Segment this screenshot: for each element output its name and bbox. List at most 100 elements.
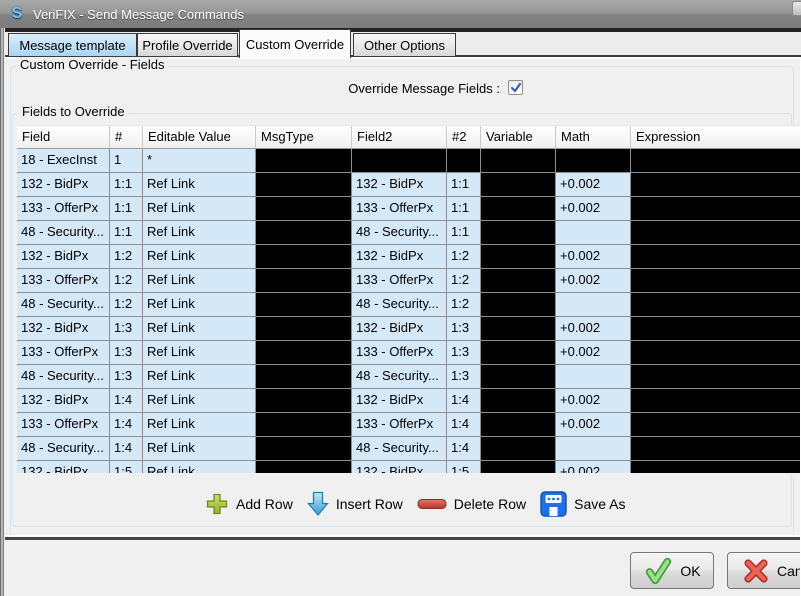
table-cell[interactable]: 1:1 [110, 173, 143, 197]
table-cell[interactable]: 48 - Security... [352, 293, 447, 317]
table-cell[interactable]: 132 - BidPx [352, 173, 447, 197]
table-cell[interactable]: Ref Link [143, 317, 256, 341]
table-cell[interactable]: 48 - Security... [17, 437, 110, 461]
table-cell[interactable]: 132 - BidPx [352, 245, 447, 269]
table-cell[interactable]: Ref Link [143, 173, 256, 197]
table-cell[interactable]: 133 - OfferPx [17, 269, 110, 293]
table-cell[interactable]: 133 - OfferPx [352, 197, 447, 221]
table-cell[interactable]: Ref Link [143, 293, 256, 317]
table-cell[interactable] [631, 389, 801, 413]
table-cell[interactable]: +0.002 [556, 173, 631, 197]
column-header-field[interactable]: Field [17, 126, 110, 149]
table-cell[interactable]: Ref Link [143, 365, 256, 389]
table-cell[interactable]: 132 - BidPx [352, 461, 447, 473]
table-cell[interactable] [256, 365, 352, 389]
table-cell[interactable]: 1:4 [447, 437, 481, 461]
table-cell[interactable]: 132 - BidPx [17, 245, 110, 269]
table-cell[interactable]: 132 - BidPx [17, 317, 110, 341]
table-cell[interactable] [256, 149, 352, 173]
window-controls-edge[interactable] [792, 1, 801, 16]
column-header-field2[interactable]: Field2 [352, 126, 447, 149]
table-cell[interactable]: +0.002 [556, 197, 631, 221]
table-cell[interactable]: 1 [110, 149, 143, 173]
table-cell[interactable] [631, 461, 801, 473]
table-cell[interactable] [256, 269, 352, 293]
table-cell[interactable]: +0.002 [556, 341, 631, 365]
table-cell[interactable]: 1:2 [447, 293, 481, 317]
table-cell[interactable] [481, 293, 556, 317]
table-cell[interactable]: 1:1 [110, 221, 143, 245]
table-cell[interactable] [481, 461, 556, 473]
table-cell[interactable]: 133 - OfferPx [17, 197, 110, 221]
table-cell[interactable]: 1:2 [447, 269, 481, 293]
table-cell[interactable] [631, 269, 801, 293]
table-cell[interactable]: 132 - BidPx [17, 389, 110, 413]
window-left-border[interactable] [0, 28, 5, 596]
insert-row-button[interactable]: Insert Row [306, 491, 403, 517]
table-cell[interactable] [481, 389, 556, 413]
table-cell[interactable] [481, 437, 556, 461]
save-as-button[interactable]: Save As [540, 491, 625, 517]
table-cell[interactable]: 133 - OfferPx [352, 413, 447, 437]
table-cell[interactable]: 1:1 [447, 221, 481, 245]
table-cell[interactable]: 1:1 [447, 197, 481, 221]
tab-message-template[interactable]: Message template [8, 33, 137, 56]
table-cell[interactable] [481, 149, 556, 173]
table-cell[interactable] [481, 197, 556, 221]
table-cell[interactable] [481, 317, 556, 341]
table-cell[interactable]: 1:1 [447, 173, 481, 197]
tab-other-options[interactable]: Other Options [353, 33, 456, 56]
table-cell[interactable]: 1:2 [110, 245, 143, 269]
table-cell[interactable] [256, 413, 352, 437]
table-cell[interactable] [631, 413, 801, 437]
table-cell[interactable] [556, 221, 631, 245]
table-cell[interactable]: +0.002 [556, 413, 631, 437]
table-cell[interactable]: +0.002 [556, 461, 631, 473]
table-cell[interactable] [481, 245, 556, 269]
table-cell[interactable] [256, 341, 352, 365]
table-cell[interactable]: 48 - Security... [352, 437, 447, 461]
table-cell[interactable]: 18 - ExecInst [17, 149, 110, 173]
table-cell[interactable]: 1:2 [110, 293, 143, 317]
table-cell[interactable] [256, 221, 352, 245]
titlebar[interactable]: S VeriFIX - Send Message Commands [0, 0, 801, 28]
table-cell[interactable]: Ref Link [143, 341, 256, 365]
table-cell[interactable]: * [143, 149, 256, 173]
table-cell[interactable] [481, 221, 556, 245]
table-cell[interactable] [556, 365, 631, 389]
table-cell[interactable] [256, 389, 352, 413]
table-cell[interactable] [481, 173, 556, 197]
table-cell[interactable]: 132 - BidPx [352, 389, 447, 413]
table-cell[interactable]: 1:4 [110, 389, 143, 413]
table-cell[interactable] [481, 413, 556, 437]
table-cell[interactable] [256, 197, 352, 221]
table-cell[interactable]: 132 - BidPx [352, 317, 447, 341]
table-cell[interactable] [631, 245, 801, 269]
table-cell[interactable] [556, 293, 631, 317]
table-cell[interactable]: 1:5 [110, 461, 143, 473]
table-cell[interactable]: 1:4 [110, 437, 143, 461]
table-cell[interactable]: 48 - Security... [17, 293, 110, 317]
column-header-math[interactable]: Math [556, 126, 631, 149]
table-cell[interactable] [631, 149, 801, 173]
table-cell[interactable]: 133 - OfferPx [17, 341, 110, 365]
tab-profile-override[interactable]: Profile Override [137, 33, 238, 56]
table-cell[interactable] [631, 365, 801, 389]
table-cell[interactable]: +0.002 [556, 269, 631, 293]
table-cell[interactable] [352, 149, 447, 173]
column-header-msgtype[interactable]: MsgType [256, 126, 352, 149]
table-cell[interactable]: 1:3 [447, 365, 481, 389]
table-cell[interactable]: 133 - OfferPx [352, 269, 447, 293]
column-header-num[interactable]: # [110, 126, 143, 149]
column-header-num2[interactable]: #2 [447, 126, 481, 149]
table-cell[interactable]: 1:3 [447, 317, 481, 341]
table-cell[interactable]: 48 - Security... [17, 365, 110, 389]
cancel-button[interactable]: Can [727, 552, 801, 589]
table-cell[interactable] [631, 437, 801, 461]
table-cell[interactable] [631, 197, 801, 221]
table-cell[interactable]: +0.002 [556, 389, 631, 413]
ok-button[interactable]: OK [630, 552, 714, 589]
table-cell[interactable]: 1:4 [447, 389, 481, 413]
table-cell[interactable]: Ref Link [143, 461, 256, 473]
table-cell[interactable] [256, 245, 352, 269]
